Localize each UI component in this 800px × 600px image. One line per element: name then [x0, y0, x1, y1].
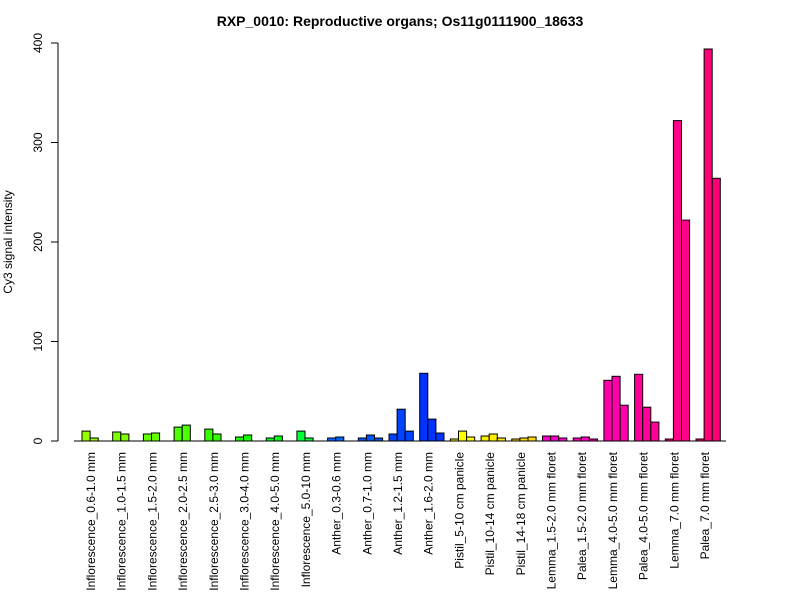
bar: [151, 432, 161, 442]
x-tick-label: Pistil_14-18 cm panicle: [514, 452, 528, 576]
bar: [404, 430, 414, 442]
bar: [519, 437, 529, 442]
x-tick-label: Pistil_10-14 cm panicle: [483, 452, 497, 576]
bar: [327, 437, 337, 442]
bar: [181, 424, 191, 442]
x-tick-label: Anther_0.7-1.0 mm: [360, 452, 374, 555]
bar: [374, 437, 384, 442]
bar: [427, 418, 437, 442]
y-tick-label: 300: [31, 132, 45, 152]
bar: [572, 437, 582, 442]
bar: [480, 435, 490, 442]
bar: [243, 434, 253, 442]
bar: [664, 438, 674, 442]
bar: [173, 426, 183, 442]
bar: [419, 372, 429, 442]
bar: [703, 48, 713, 442]
x-tick-label: Inflorescence_3.0-4.0 mm: [238, 452, 252, 591]
bar: [357, 437, 367, 442]
bar: [603, 379, 613, 442]
bar: [611, 375, 621, 442]
bar: [296, 430, 306, 442]
bar: [265, 437, 275, 442]
bar: [511, 438, 521, 442]
bar: [112, 431, 122, 442]
x-tick-label: Lemma_7.0 mm floret: [667, 451, 681, 568]
bar: [335, 436, 345, 442]
bar: [396, 408, 406, 442]
x-tick-label: Palea_4.0-5.0 mm floret: [637, 451, 651, 580]
y-axis: 0 100 200 300 400: [31, 33, 726, 444]
x-tick-label: Lemma_1.5-2.0 mm floret: [545, 451, 559, 589]
x-tick-label: Inflorescence_2.5-3.0 mm: [207, 452, 221, 591]
bar: [212, 433, 222, 442]
x-tick-label: Inflorescence_1.5-2.0 mm: [145, 452, 159, 591]
bar: [650, 421, 660, 442]
x-tick-label: Anther_1.2-1.5 mm: [391, 452, 405, 555]
x-tick-label: Palea_1.5-2.0 mm floret: [575, 451, 589, 580]
x-tick-label: Lemma_4.0-5.0 mm floret: [606, 451, 620, 589]
bar: [273, 435, 283, 442]
bar: [619, 404, 629, 442]
bar: [466, 436, 476, 442]
bar: [449, 438, 459, 442]
bar: [488, 433, 498, 442]
bar: [580, 436, 590, 442]
chart-title: RXP_0010: Reproductive organs; Os11g0111…: [217, 13, 584, 29]
bar: [142, 433, 152, 442]
bars: [81, 48, 721, 442]
y-axis-label: Cy3 signal intensity: [1, 190, 15, 293]
bar: [388, 433, 398, 442]
x-tick-label: Inflorescence_4.0-5.0 mm: [268, 452, 282, 591]
bar: [527, 436, 537, 442]
x-tick-label: Inflorescence_2.0-2.5 mm: [176, 452, 190, 591]
bar: [365, 434, 375, 442]
bar: [304, 437, 314, 442]
bar: [642, 406, 652, 442]
y-tick-label: 0: [31, 437, 45, 444]
bar: [204, 428, 214, 442]
bar: [496, 437, 506, 442]
x-tick-label: Anther_0.3-0.6 mm: [330, 452, 344, 555]
x-tick-labels: Inflorescence_0.6-1.0 mm Inflorescence_1.…: [84, 451, 712, 590]
bar: [435, 432, 445, 442]
y-tick-label: 400: [31, 33, 45, 53]
bar: [681, 219, 691, 442]
x-tick-label: Palea_7.0 mm floret: [698, 451, 712, 559]
bar: [558, 437, 568, 442]
x-tick-label: Inflorescence_5.0-10 mm: [299, 452, 313, 587]
bar: [550, 435, 560, 442]
bar: [542, 435, 552, 442]
bar: [458, 430, 468, 442]
y-tick-label: 100: [31, 331, 45, 351]
bar: [235, 436, 245, 442]
bar: [695, 438, 705, 442]
x-tick-label: Pistil_5-10 cm panicle: [452, 452, 466, 569]
bar: [89, 437, 99, 442]
x-tick-label: Anther_1.6-2.0 mm: [422, 452, 436, 555]
bar: [634, 373, 644, 442]
bar: [120, 433, 130, 442]
x-tick-label: Inflorescence_0.6-1.0 mm: [84, 452, 98, 591]
bar: [81, 430, 91, 442]
x-tick-label: Inflorescence_1.0-1.5 mm: [115, 452, 129, 591]
bar: [711, 177, 721, 442]
bar: [672, 120, 683, 442]
bar: [588, 438, 599, 442]
y-tick-label: 200: [31, 232, 45, 252]
